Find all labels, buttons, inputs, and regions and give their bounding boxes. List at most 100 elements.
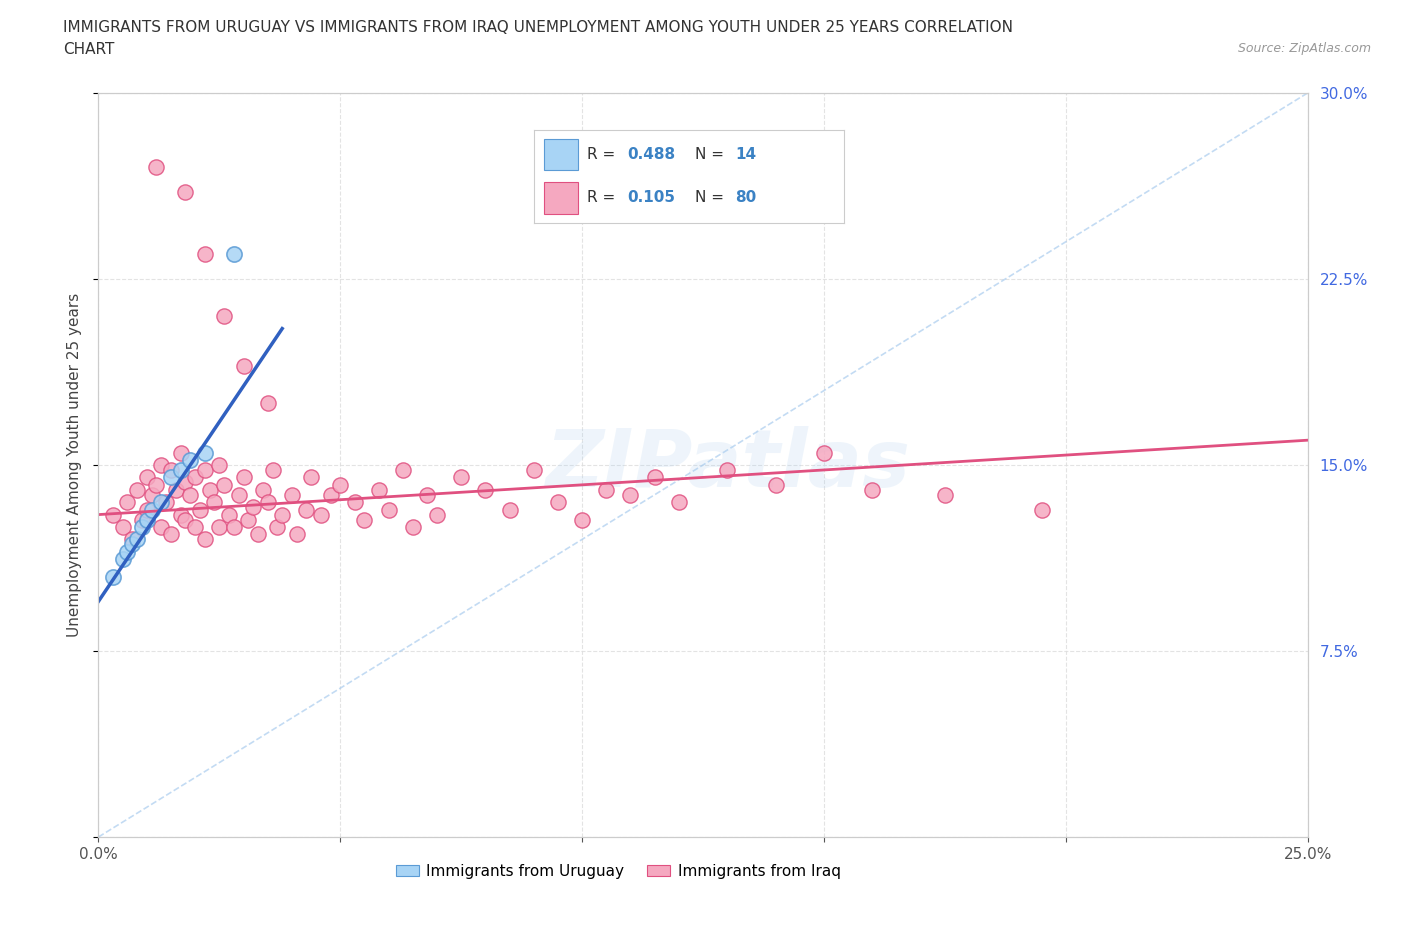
- Point: [281, 487, 304, 502]
- Point: [145, 160, 167, 175]
- Point: [194, 462, 217, 477]
- Point: [117, 544, 139, 559]
- Point: [1031, 502, 1053, 517]
- Point: [212, 477, 235, 492]
- Y-axis label: Unemployment Among Youth under 25 years: Unemployment Among Youth under 25 years: [67, 293, 83, 637]
- Text: Source: ZipAtlas.com: Source: ZipAtlas.com: [1237, 42, 1371, 55]
- Point: [498, 502, 520, 517]
- Point: [150, 520, 173, 535]
- Point: [523, 462, 546, 477]
- Point: [619, 487, 641, 502]
- Text: R =: R =: [586, 190, 620, 205]
- Point: [238, 512, 260, 527]
- Point: [212, 309, 235, 324]
- Point: [169, 445, 191, 460]
- Point: [450, 470, 472, 485]
- Point: [188, 502, 211, 517]
- Point: [262, 462, 284, 477]
- Point: [343, 495, 366, 510]
- Point: [145, 477, 167, 492]
- Point: [353, 512, 375, 527]
- Point: [150, 458, 173, 472]
- Point: [266, 520, 288, 535]
- Point: [127, 483, 149, 498]
- Text: 80: 80: [735, 190, 756, 205]
- Point: [135, 512, 157, 527]
- Point: [377, 502, 399, 517]
- Point: [416, 487, 439, 502]
- Text: CHART: CHART: [63, 42, 115, 57]
- Point: [169, 462, 191, 477]
- Point: [285, 527, 308, 542]
- Point: [111, 520, 134, 535]
- Point: [716, 462, 738, 477]
- Point: [228, 487, 250, 502]
- Point: [155, 495, 177, 510]
- FancyBboxPatch shape: [544, 182, 578, 214]
- Point: [179, 487, 201, 502]
- Text: ZIPatlas: ZIPatlas: [544, 426, 910, 504]
- FancyBboxPatch shape: [544, 139, 578, 170]
- Point: [474, 483, 496, 498]
- Point: [174, 185, 197, 200]
- Point: [174, 475, 197, 490]
- Point: [295, 502, 318, 517]
- Point: [160, 462, 183, 477]
- Point: [813, 445, 835, 460]
- Point: [329, 477, 352, 492]
- Point: [169, 507, 191, 522]
- Point: [934, 487, 956, 502]
- Point: [256, 395, 278, 410]
- Point: [547, 495, 569, 510]
- Point: [299, 470, 322, 485]
- Point: [198, 483, 221, 498]
- Text: 0.488: 0.488: [627, 147, 675, 162]
- Point: [165, 483, 187, 498]
- Point: [765, 477, 787, 492]
- Legend: Immigrants from Uruguay, Immigrants from Iraq: Immigrants from Uruguay, Immigrants from…: [389, 858, 846, 885]
- Point: [252, 483, 274, 498]
- Point: [101, 569, 124, 584]
- Point: [644, 470, 666, 485]
- Point: [117, 495, 139, 510]
- Point: [242, 499, 264, 514]
- Point: [208, 458, 231, 472]
- Point: [309, 507, 332, 522]
- Point: [222, 520, 245, 535]
- Point: [402, 520, 425, 535]
- Point: [174, 512, 197, 527]
- Point: [595, 483, 617, 498]
- Point: [101, 507, 124, 522]
- Point: [668, 495, 690, 510]
- Point: [194, 532, 217, 547]
- Text: N =: N =: [695, 190, 728, 205]
- Point: [256, 495, 278, 510]
- Point: [232, 470, 254, 485]
- Point: [111, 551, 134, 566]
- Point: [204, 495, 226, 510]
- Point: [184, 470, 207, 485]
- Point: [127, 532, 149, 547]
- Point: [121, 537, 143, 551]
- Point: [135, 502, 157, 517]
- Point: [179, 453, 201, 468]
- Point: [150, 495, 173, 510]
- Point: [141, 487, 163, 502]
- Point: [194, 246, 217, 261]
- Point: [247, 527, 270, 542]
- Point: [319, 487, 342, 502]
- Point: [131, 512, 153, 527]
- Text: 0.105: 0.105: [627, 190, 675, 205]
- Point: [131, 520, 153, 535]
- Text: 14: 14: [735, 147, 756, 162]
- Point: [571, 512, 593, 527]
- Point: [121, 532, 143, 547]
- Point: [222, 246, 245, 261]
- Text: N =: N =: [695, 147, 728, 162]
- Point: [426, 507, 449, 522]
- Point: [232, 358, 254, 373]
- Point: [368, 483, 391, 498]
- Point: [392, 462, 415, 477]
- Point: [860, 483, 883, 498]
- Point: [218, 507, 240, 522]
